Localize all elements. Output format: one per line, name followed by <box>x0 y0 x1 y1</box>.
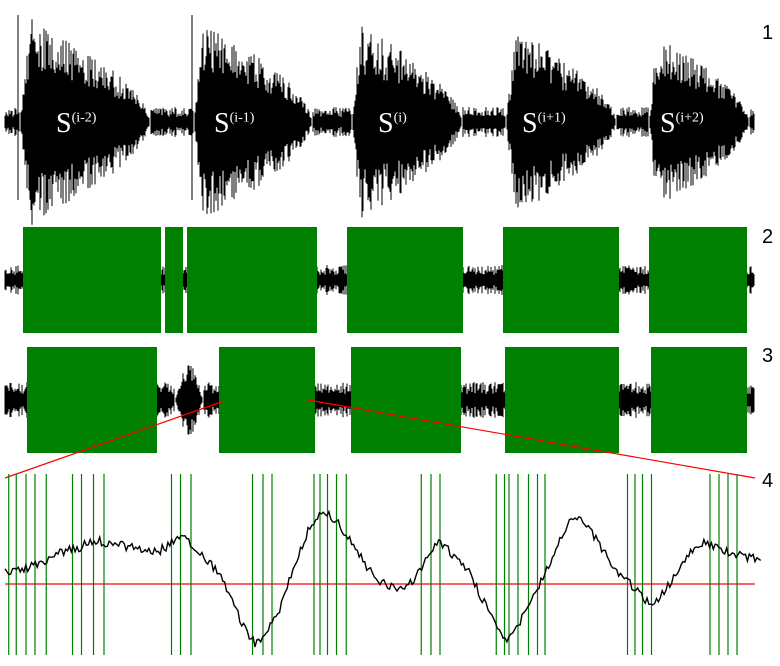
panel-2-segments <box>5 227 754 333</box>
panel-label: 3 <box>762 345 773 368</box>
panel-3-segments <box>5 347 754 453</box>
envelope-curve <box>5 512 761 647</box>
segment-rect <box>347 227 463 333</box>
syllable-label: S(i+1) <box>522 108 566 140</box>
syllable-label: S(i+2) <box>660 108 704 140</box>
segment-rect <box>651 347 747 453</box>
segment-rect <box>351 347 461 453</box>
segment-rect <box>165 227 183 333</box>
panel-label: 1 <box>762 22 773 45</box>
segment-rect <box>503 227 619 333</box>
segment-rect <box>649 227 747 333</box>
syllable-label: S(i-1) <box>214 108 254 140</box>
segment-rect <box>187 227 317 333</box>
panel-label: 2 <box>762 226 773 249</box>
figure-svg <box>0 0 780 661</box>
segment-rect <box>27 347 157 453</box>
syllable-label: S(i-2) <box>56 108 96 140</box>
panel-label: 4 <box>762 470 773 493</box>
segment-rect <box>23 227 161 333</box>
segment-rect <box>219 347 315 453</box>
syllable-label: S(i) <box>378 108 407 140</box>
panel-4-detail <box>5 474 761 655</box>
